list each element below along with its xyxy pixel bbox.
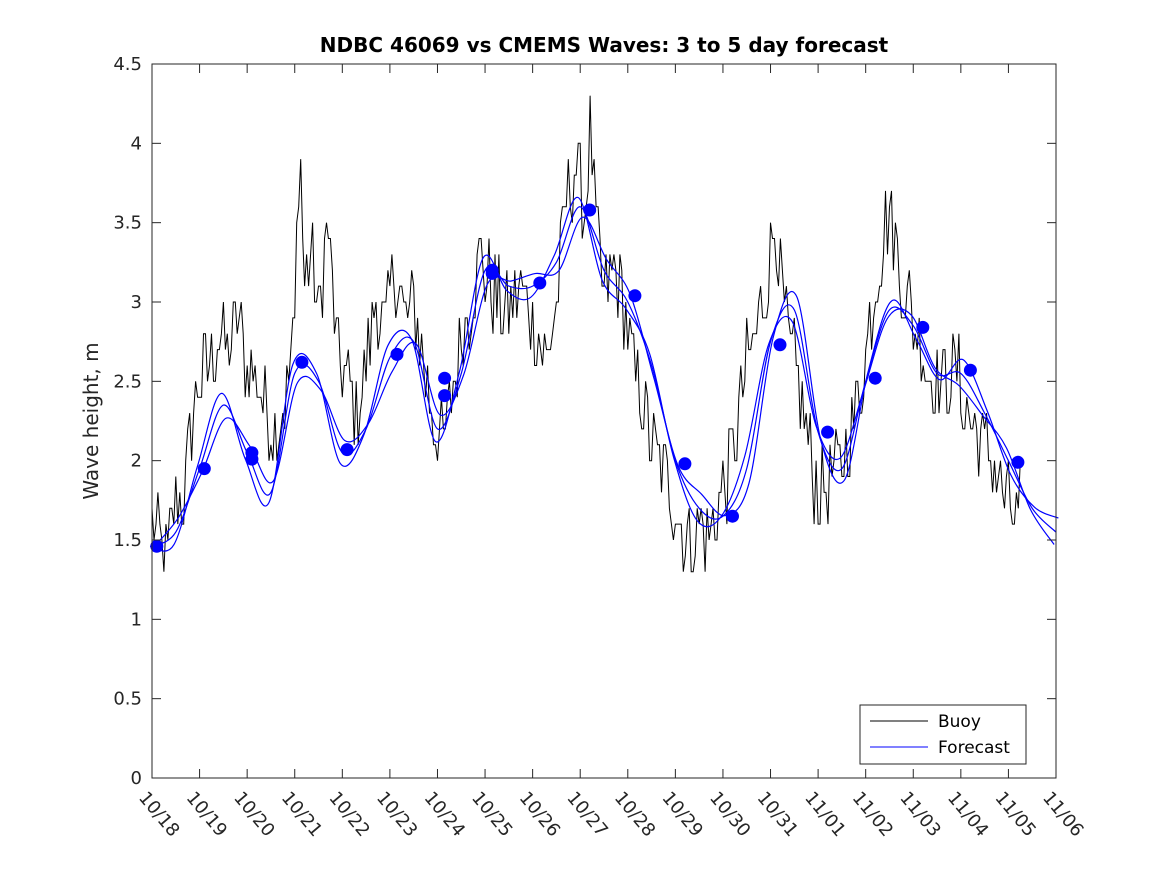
forecast-marker <box>821 425 835 439</box>
forecast-marker <box>868 371 882 385</box>
forecast-run-line-3 <box>149 196 1055 552</box>
chart-title: NDBC 46069 vs CMEMS Waves: 3 to 5 day fo… <box>320 33 889 57</box>
y-tick-label: 1 <box>131 609 142 630</box>
legend: Buoy Forecast <box>859 704 1027 765</box>
y-tick-label: 3.5 <box>113 213 142 234</box>
forecast-marker <box>726 509 739 523</box>
legend-buoy-label: Buoy <box>938 712 981 732</box>
forecast-marker <box>583 203 597 217</box>
y-tick-label: 3 <box>131 292 142 313</box>
y-tick-label: 2 <box>131 451 142 472</box>
y-tick-label: 2.5 <box>113 371 142 392</box>
legend-box <box>859 704 1027 765</box>
series-layer <box>149 95 1059 573</box>
y-tick-label: 4 <box>131 133 142 154</box>
forecast-run-line-2 <box>153 216 1059 547</box>
forecast-marker <box>438 371 452 385</box>
y-axis-label: Wave height, m <box>79 342 103 499</box>
y-tick-label: 0.5 <box>113 689 142 710</box>
legend-forecast-label: Forecast <box>938 738 1010 758</box>
forecast-marker <box>390 347 404 361</box>
forecast-marker <box>245 452 259 466</box>
forecast-marker <box>340 443 354 457</box>
forecast-marker <box>1011 455 1025 469</box>
forecast-marker <box>678 457 692 471</box>
forecast-marker <box>963 363 977 377</box>
forecast-run-line-1 <box>151 206 1057 547</box>
y-tick-label: 0 <box>131 768 142 789</box>
y-tick-label: 1.5 <box>113 530 142 551</box>
buoy-series-line <box>151 95 1023 573</box>
forecast-marker <box>295 355 309 369</box>
forecast-marker <box>485 266 499 280</box>
forecast-marker <box>533 276 547 290</box>
forecast-marker <box>150 539 164 553</box>
axes-box <box>151 63 1057 779</box>
y-tick-label: 4.5 <box>113 54 142 75</box>
forecast-marker <box>197 462 211 476</box>
forecast-marker <box>628 289 642 303</box>
forecast-marker <box>916 320 930 334</box>
y-ticks: 0 0.5 1 1.5 2 2.5 3 3.5 4 4.5 <box>113 54 1056 789</box>
forecast-marker <box>438 389 452 403</box>
forecast-marker <box>773 338 787 352</box>
